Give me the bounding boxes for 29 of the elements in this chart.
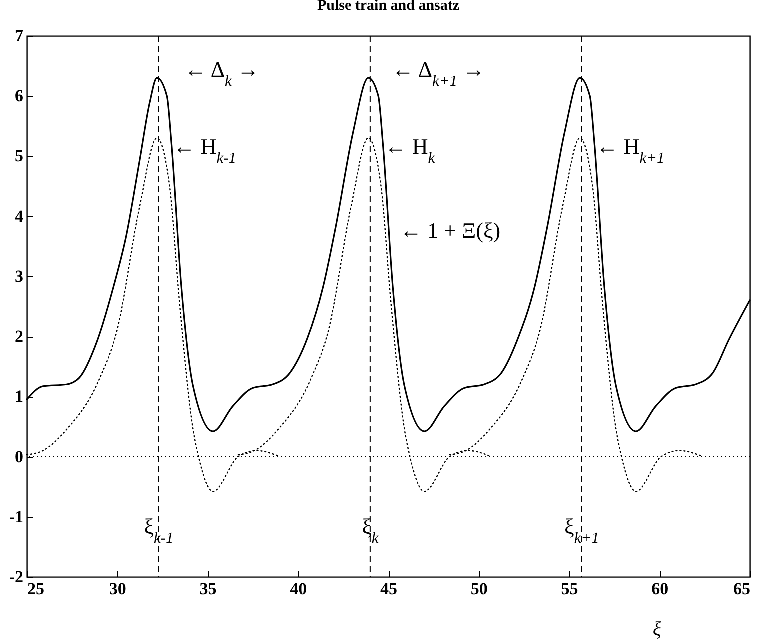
x-tick-label: 55 — [561, 580, 578, 598]
y-tick-label: 5 — [15, 146, 24, 166]
annotation: ← H$_{k+1}$ — [596, 134, 665, 167]
y-tick-label: 7 — [15, 26, 24, 46]
x-tick-label: 65 — [734, 580, 750, 598]
y-tick-label: 1 — [15, 387, 24, 406]
annotation: ← H$_{k-1}$ — [173, 134, 236, 167]
x-tick-label: 60 — [652, 580, 669, 598]
annotation: ← H$_{k}$ — [384, 134, 436, 167]
y-tick-label: 3 — [15, 266, 24, 286]
y-tick-label: 0 — [15, 447, 24, 466]
ref-line-label: ξ$_{k-1}$ — [144, 514, 174, 546]
y-tick-label: 6 — [15, 86, 24, 106]
x-tick-label: 35 — [200, 580, 217, 598]
y-tick-label: -2 — [9, 568, 24, 586]
x-axis-title: ξ — [652, 618, 662, 640]
annotation: ← Δ$_{k}$ → — [184, 57, 260, 90]
y-tick-label: 4 — [15, 206, 24, 226]
y-tick-label: 2 — [15, 327, 24, 346]
x-tick-label: 50 — [470, 580, 488, 598]
x-tick-label: 40 — [290, 580, 308, 598]
ref-line-label: ξ$_{k+1}$ — [564, 514, 600, 546]
annotation: ← Δ$_{k+1}$ → — [392, 57, 485, 90]
x-tick-label: 25 — [28, 580, 44, 598]
x-tick-label: 45 — [380, 580, 398, 598]
ref-line-label: ξ$_{k}$ — [362, 514, 380, 546]
annotation: ← 1 + Ξ(ξ) — [400, 218, 501, 243]
x-tick-label: 30 — [109, 580, 126, 598]
y-tick-label: -1 — [9, 507, 24, 526]
